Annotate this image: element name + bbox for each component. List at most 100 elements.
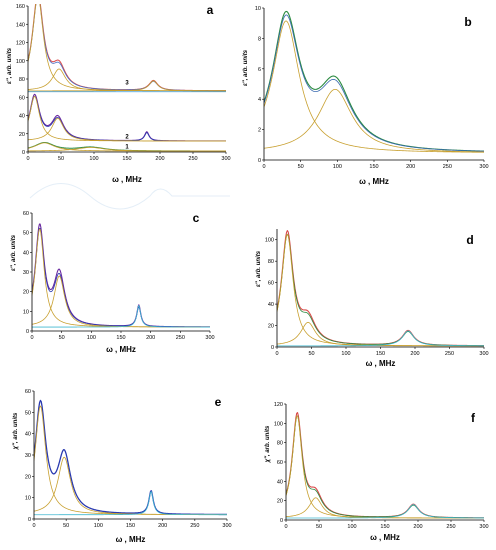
x-tick-label: 50 bbox=[316, 524, 322, 530]
curves-group bbox=[34, 399, 227, 516]
y-tick-label: 0 bbox=[280, 518, 283, 524]
y-tick-label: 100 bbox=[274, 421, 283, 427]
x-tick-label: 150 bbox=[376, 351, 385, 357]
curve-b-1 bbox=[264, 14, 484, 152]
y-tick-label: 140 bbox=[16, 22, 25, 28]
ghost-artifact bbox=[29, 183, 230, 210]
panel-letter: a bbox=[207, 3, 214, 17]
y-tick-label: 60 bbox=[19, 95, 25, 101]
x-tick-label: 200 bbox=[158, 523, 167, 529]
y-tick-label: 120 bbox=[274, 402, 283, 408]
y-tick-label: 80 bbox=[19, 77, 25, 83]
curve-b-0 bbox=[264, 10, 484, 152]
y-tick-label: 100 bbox=[16, 59, 25, 65]
x-tick-label: 300 bbox=[479, 351, 488, 357]
y-axis-label: ε'', arb. units bbox=[11, 234, 17, 271]
x-tick-label: 200 bbox=[155, 156, 164, 162]
y-tick-label: 60 bbox=[277, 460, 283, 466]
y-tick-label: 80 bbox=[268, 259, 274, 265]
curve-d-0 bbox=[277, 230, 484, 347]
x-tick-label: 50 bbox=[59, 335, 65, 341]
curve-e-0 bbox=[34, 399, 227, 516]
curve-a-8 bbox=[28, 117, 226, 142]
x-tick-label: 250 bbox=[188, 156, 197, 162]
x-tick-label: 250 bbox=[446, 524, 455, 530]
curve-c-0 bbox=[32, 223, 210, 328]
x-tick-label: 100 bbox=[94, 523, 103, 529]
y-axis-label: ε'', arb. units bbox=[256, 250, 262, 287]
y-tick-label: 20 bbox=[23, 290, 29, 296]
x-axis-label: ω , MHz bbox=[359, 177, 389, 186]
y-tick-label: 8 bbox=[258, 36, 261, 42]
y-tick-label: 2 bbox=[258, 128, 261, 134]
x-tick-label: 250 bbox=[190, 523, 199, 529]
y-tick-label: 40 bbox=[23, 250, 29, 256]
curve-f-0 bbox=[286, 412, 484, 519]
curves-group bbox=[28, 4, 226, 152]
y-tick-label: 10 bbox=[25, 496, 31, 502]
curves-group bbox=[264, 10, 484, 153]
y-tick-label: 20 bbox=[19, 132, 25, 138]
curve-d-1 bbox=[277, 233, 484, 347]
y-tick-label: 10 bbox=[23, 309, 29, 315]
x-tick-label: 250 bbox=[443, 164, 452, 170]
x-tick-label: 150 bbox=[116, 335, 125, 341]
curve-d-4 bbox=[277, 330, 484, 347]
x-axis-label: ω , MHz bbox=[370, 533, 400, 542]
panel-b: 0 50 100 150 200 250 300 0 2 4 6 8 10 ω , MHz ε'', arb… bbox=[243, 6, 489, 186]
curve-a-11 bbox=[28, 147, 226, 152]
y-tick-label: 6 bbox=[258, 67, 261, 73]
x-tick-label: 150 bbox=[122, 156, 131, 162]
y-tick-label: 0 bbox=[28, 517, 31, 523]
x-tick-label: 150 bbox=[369, 164, 378, 170]
x-tick-label: 50 bbox=[298, 164, 304, 170]
y-tick-label: 4 bbox=[258, 97, 261, 103]
curve-f-1 bbox=[286, 415, 484, 519]
x-tick-label: 150 bbox=[380, 524, 389, 530]
curve-c-2 bbox=[32, 228, 210, 328]
x-tick-label: 50 bbox=[308, 351, 314, 357]
x-tick-label: 50 bbox=[63, 523, 69, 529]
curve-f-4 bbox=[286, 504, 484, 519]
y-tick-label: 0 bbox=[271, 345, 274, 351]
curve-a-2 bbox=[28, 4, 226, 92]
panel-c: 0 50 100 150 200 250 300 0 10 20 30 40 50 60 ω , MHz ε'… bbox=[11, 211, 215, 354]
panel-letter: d bbox=[466, 233, 473, 247]
y-tick-label: 50 bbox=[25, 410, 31, 416]
x-tick-label: 0 bbox=[32, 523, 35, 529]
curve-f-3 bbox=[286, 497, 484, 519]
y-tick-label: 40 bbox=[268, 302, 274, 308]
curves-group bbox=[32, 223, 210, 328]
y-tick-label: 40 bbox=[277, 479, 283, 485]
x-tick-label: 50 bbox=[58, 156, 64, 162]
curve-e-1 bbox=[34, 405, 227, 515]
y-tick-label: 20 bbox=[25, 474, 31, 480]
curve-number-annotation: 2 bbox=[125, 134, 129, 140]
x-tick-label: 150 bbox=[126, 523, 135, 529]
y-tick-label: 60 bbox=[23, 211, 29, 217]
y-tick-label: 60 bbox=[268, 281, 274, 287]
panel-f: 0 50 100 150 200 250 300 0 20 40 60 80 100 120 ω , MHz… bbox=[265, 402, 489, 542]
curve-d-3 bbox=[277, 321, 484, 347]
panel-e: 0 50 100 150 200 250 300 0 10 20 30 40 50 60 ω , MHz χ'… bbox=[13, 389, 232, 544]
y-tick-label: 80 bbox=[277, 441, 283, 447]
y-tick-label: 20 bbox=[277, 499, 283, 505]
y-tick-label: 30 bbox=[25, 453, 31, 459]
x-tick-label: 0 bbox=[275, 351, 278, 357]
x-tick-label: 300 bbox=[205, 335, 214, 341]
curve-number-annotation: 3 bbox=[125, 80, 129, 86]
y-tick-label: 20 bbox=[268, 324, 274, 330]
y-axis-label: χ'', arb. units bbox=[265, 425, 271, 463]
x-tick-label: 250 bbox=[176, 335, 185, 341]
panel-letter: f bbox=[471, 411, 476, 425]
curve-e-2 bbox=[34, 456, 227, 515]
x-axis-label: ω , MHz bbox=[116, 535, 146, 544]
x-tick-label: 300 bbox=[479, 164, 488, 170]
curve-e-3 bbox=[34, 491, 227, 516]
curve-a-1 bbox=[28, 4, 226, 92]
x-tick-label: 0 bbox=[30, 335, 33, 341]
x-tick-label: 0 bbox=[284, 524, 287, 530]
y-tick-label: 40 bbox=[25, 432, 31, 438]
x-tick-label: 200 bbox=[410, 351, 419, 357]
